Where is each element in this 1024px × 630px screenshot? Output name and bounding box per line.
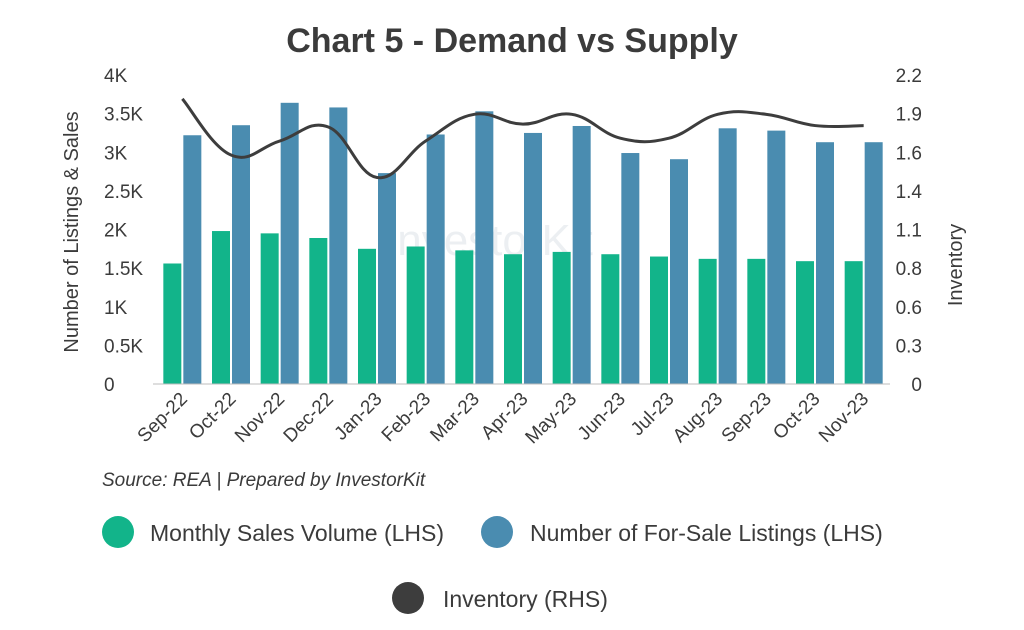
bar-listings [378,173,396,384]
bar-sales [455,250,474,384]
left-tick-label: 0.5K [104,336,143,357]
bar-listings [816,142,834,384]
legend-item-inventory: Inventory (RHS) [392,582,608,614]
x-tick-label: May-23 [522,389,582,449]
left-tick-label: 2.5K [104,182,143,203]
bar-listings [718,128,737,384]
bar-sales [844,261,863,384]
left-tick-label: 1K [104,298,128,319]
bar-sales [309,237,328,384]
bar-listings [280,102,299,384]
right-axis-title: Inventory [945,224,967,306]
x-tick-label: Oct-23 [769,389,824,444]
bar-sales [698,258,717,384]
bar-listings [572,125,591,385]
bar-listings [183,135,202,384]
bar-sales [504,254,522,384]
bar-listings [670,159,688,384]
source-note: Source: REA | Prepared by InvestorKit [102,470,426,491]
legend-label-listings: Number of For-Sale Listings (LHS) [530,520,883,546]
x-tick-label: Mar-23 [426,389,483,446]
bar-sales [552,251,571,384]
bar-sales [650,256,668,384]
legend-label-inventory: Inventory (RHS) [443,586,608,612]
chart-title: Chart 5 - Demand vs Supply [286,22,738,60]
bar-listings [232,125,250,385]
bar-sales [601,254,620,384]
x-tick-label: Dec-22 [280,389,338,447]
bar-listings [524,132,542,384]
right-tick-label: 0 [911,375,922,396]
legend: Monthly Sales Volume (LHS) Number of For… [102,516,883,614]
x-tick-label: Sep-22 [134,389,192,447]
bar-sales [163,263,182,384]
inventory-line [181,97,864,180]
right-tick-label: 0.8 [896,259,922,280]
left-tick-label: 2K [104,221,128,242]
left-tick-label: 4K [104,66,128,87]
right-tick-label: 1.9 [896,105,922,126]
x-tick-label: Jun-23 [574,389,630,445]
right-tick-label: 0.3 [896,336,922,357]
left-tick-label: 0 [104,375,115,396]
legend-swatch-inventory [392,582,424,614]
bar-listings [621,153,640,384]
legend-item-sales: Monthly Sales Volume (LHS) [102,516,444,548]
right-tick-label: 0.6 [896,298,922,319]
x-tick-label: Sep-23 [718,389,776,447]
bar-listings [767,130,786,384]
legend-swatch-listings [481,516,513,548]
x-tick-label: Nov-23 [815,389,873,447]
bar-listings [329,107,348,384]
bar-sales [747,258,766,384]
x-axis-ticks: Sep-22Oct-22Nov-22Dec-22Jan-23Feb-23Mar-… [134,389,874,449]
legend-label-sales: Monthly Sales Volume (LHS) [150,520,444,546]
x-tick-label: Aug-23 [669,389,727,447]
x-tick-label: Oct-22 [185,389,240,444]
left-tick-label: 3K [104,143,128,164]
left-tick-label: 1.5K [104,259,143,280]
bar-sales [358,248,376,384]
right-tick-label: 1.4 [896,182,923,203]
legend-swatch-sales [102,516,134,548]
x-tick-label: Feb-23 [378,389,435,446]
bar-listings [475,111,494,385]
left-axis-title: Number of Listings & Sales [61,111,83,352]
bar-listings [426,134,445,384]
x-tick-label: Jan-23 [331,389,387,445]
bar-sales [796,261,814,384]
bar-sales [212,231,230,384]
bar-sales [406,246,425,384]
legend-item-listings: Number of For-Sale Listings (LHS) [481,516,883,548]
left-tick-label: 3.5K [104,105,143,126]
bars [163,102,883,385]
x-tick-label: Nov-22 [231,389,289,447]
right-tick-label: 1.1 [896,221,922,242]
left-axis-ticks: 0 0.5K 1K 1.5K 2K 2.5K 3K 3.5K 4K [104,66,143,396]
right-tick-label: 1.6 [896,143,922,164]
bar-listings [864,142,883,384]
right-axis-ticks: 0 0.3 0.6 0.8 1.1 1.4 1.6 1.9 2.2 [896,66,923,396]
bar-sales [260,233,279,384]
right-tick-label: 2.2 [896,66,922,87]
